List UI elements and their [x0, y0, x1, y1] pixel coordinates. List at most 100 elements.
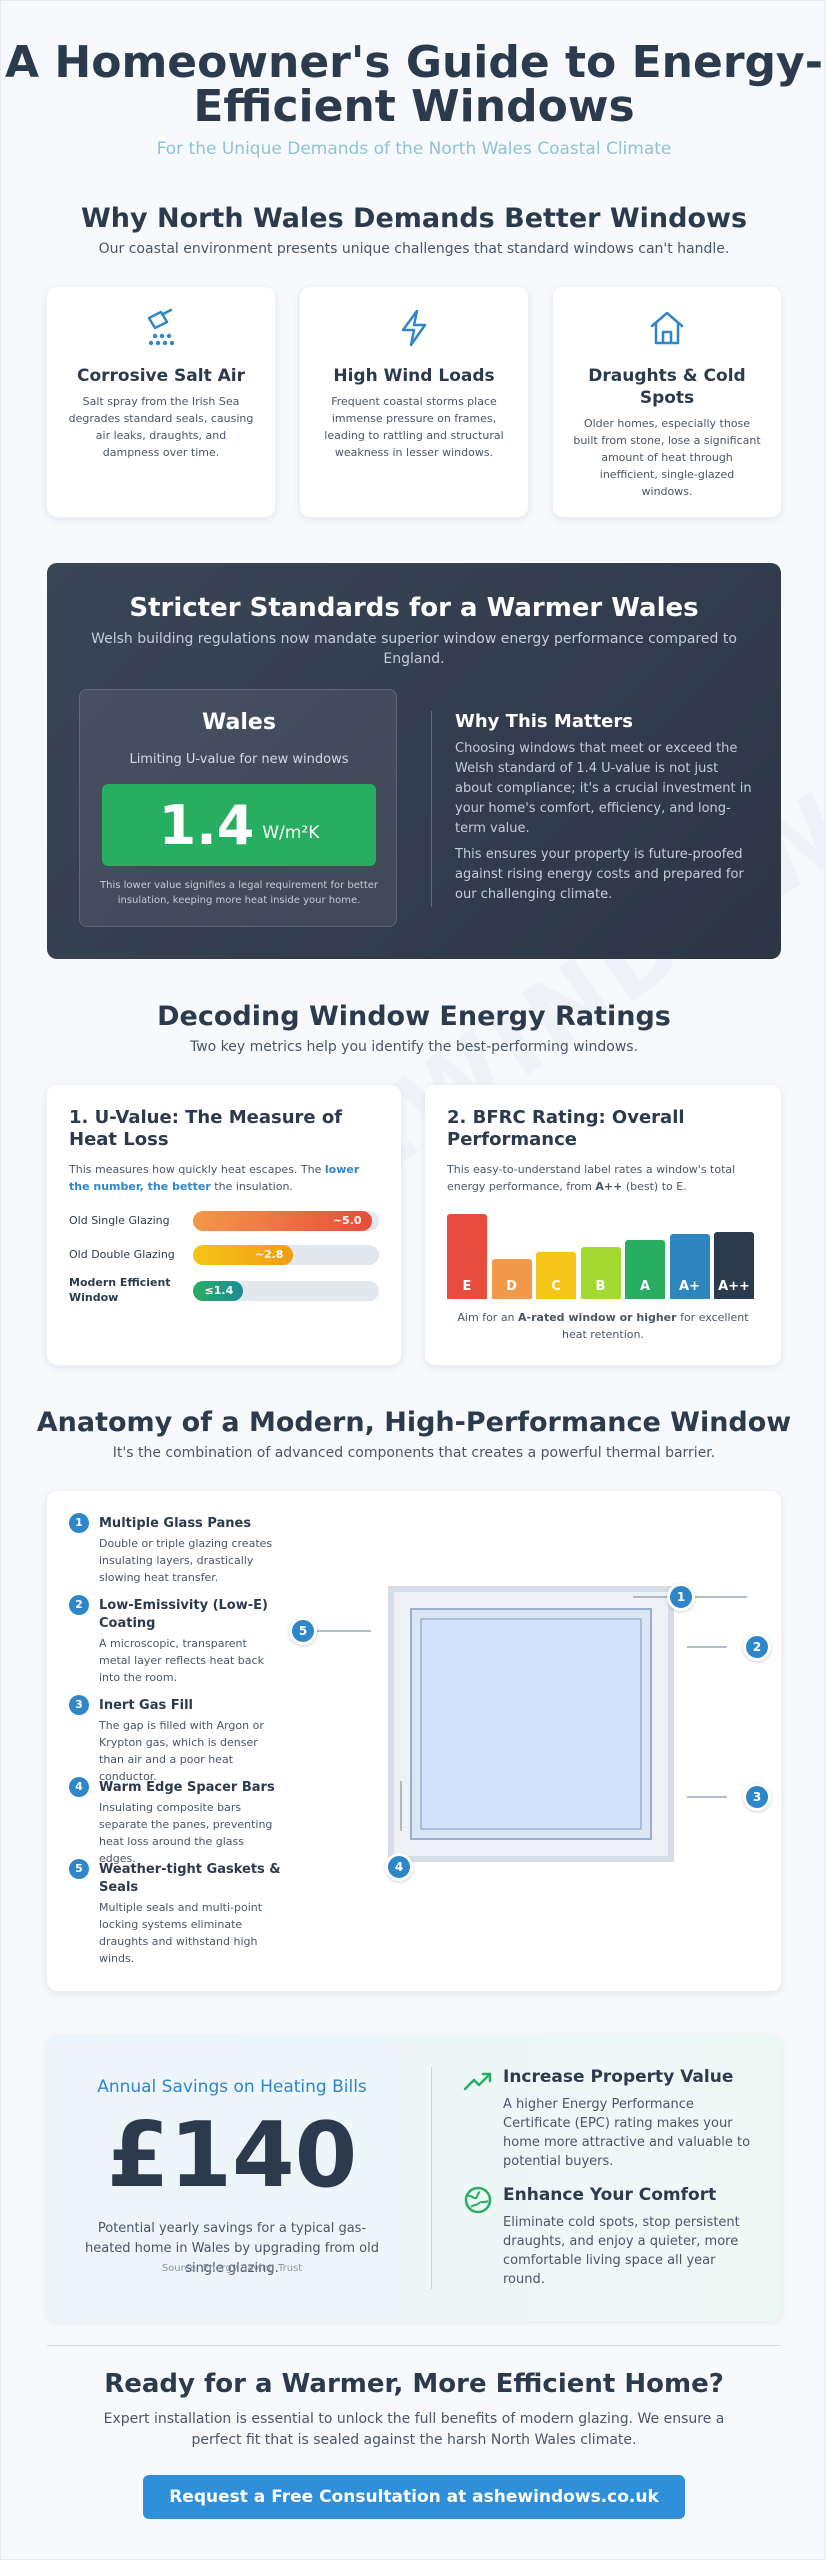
anatomy-item-title: Multiple Glass Panes	[99, 1516, 252, 1531]
salt-spray-icon	[67, 305, 255, 351]
uvalue-unit: W/m²K	[262, 823, 320, 843]
benefit-text: A higher Energy Performance Certificate …	[503, 2097, 751, 2169]
callout-5: 5	[289, 1617, 317, 1645]
uvalue-card-desc: This measures how quickly heat escapes. …	[69, 1163, 360, 1193]
savings-label: Annual Savings on Heating Bills	[97, 2077, 367, 2097]
anatomy-number: 4	[69, 1777, 89, 1797]
uvalue-number: 1.4	[158, 793, 255, 857]
bfrc-bar-d: D	[491, 1258, 532, 1299]
ratings-section-title: Decoding Window Energy Ratings	[157, 1001, 671, 1032]
wales-note: This lower value signifies a legal requi…	[100, 880, 379, 906]
feature-card-draughts: Draughts & Cold Spots Older homes, espec…	[553, 287, 781, 517]
anatomy-number: 3	[69, 1695, 89, 1715]
savings-source: Source: Energy Saving Trust	[161, 2263, 303, 2274]
benefit-title: Enhance Your Comfort	[503, 2185, 717, 2205]
uvalue-bar-track: ≤1.4	[193, 1281, 379, 1301]
bfrc-card-desc: This easy-to-understand label rates a wi…	[447, 1163, 736, 1193]
standards-title: Stricter Standards for a Warmer Wales	[129, 593, 699, 623]
anatomy-number: 2	[69, 1595, 89, 1615]
trending-up-icon	[463, 2067, 493, 2097]
feature-card-wind: High Wind Loads Frequent coastal storms …	[300, 287, 528, 517]
page-title: A Homeowner's Guide to Energy-Efficient …	[5, 37, 823, 132]
anatomy-card: 1 Multiple Glass Panes Double or triple …	[47, 1491, 781, 1991]
anatomy-item-text: Multiple seals and multi-point locking s…	[99, 1901, 263, 1965]
anatomy-item-text: A microscopic, transparent metal layer r…	[99, 1637, 264, 1684]
bfrc-bar-a: A	[625, 1239, 665, 1299]
divider	[47, 2345, 781, 2346]
uvalue-bar-row: Old Double Glazing ~2.8	[69, 1243, 379, 1267]
wales-title: Wales	[202, 710, 276, 735]
anatomy-item-title: Warm Edge Spacer Bars	[99, 1780, 275, 1795]
benefit-property-value: Increase Property Value A higher Energy …	[463, 2067, 753, 2169]
uvalue-bar-track: ~2.8	[193, 1245, 379, 1265]
uvalue-bar-row: Old Single Glazing ~5.0	[69, 1209, 379, 1233]
feature-text: Older homes, especially those built from…	[573, 417, 761, 498]
why-section-title: Why North Wales Demands Better Windows	[80, 203, 748, 234]
divider	[431, 2067, 432, 2289]
bfrc-bar-c: C	[536, 1252, 576, 1299]
divider	[431, 711, 432, 907]
uvalue-bar-fill: ~5.0	[193, 1211, 372, 1231]
why-matters-text: Choosing windows that meet or exceed the…	[455, 741, 752, 836]
page-subtitle: For the Unique Demands of the North Wale…	[156, 139, 672, 159]
benefit-comfort: Enhance Your Comfort Eliminate cold spot…	[463, 2185, 753, 2287]
anatomy-item-text: Insulating composite bars separate the p…	[99, 1801, 273, 1865]
why-section-subtitle: Our coastal environment presents unique …	[98, 241, 730, 257]
bfrc-note: Aim for an A-rated window or higher for …	[457, 1311, 749, 1341]
bfrc-bar-e: E	[447, 1213, 487, 1299]
bfrc-bar-b: B	[580, 1246, 621, 1299]
callout-4: 4	[385, 1853, 413, 1881]
anatomy-section-title: Anatomy of a Modern, High-Performance Wi…	[36, 1407, 792, 1438]
savings-amount: £140	[106, 2103, 358, 2208]
benefit-text: Eliminate cold spots, stop persistent dr…	[503, 2215, 740, 2287]
feature-card-salt-air: Corrosive Salt Air Salt spray from the I…	[47, 287, 275, 517]
consultation-button[interactable]: Request a Free Consultation at ashewindo…	[143, 2475, 685, 2519]
anatomy-item-title: Inert Gas Fill	[99, 1698, 194, 1713]
callout-3: 3	[743, 1783, 771, 1811]
cta-text: Expert installation is essential to unlo…	[103, 2411, 725, 2448]
standards-subtitle: Welsh building regulations now mandate s…	[91, 631, 737, 667]
callout-2: 2	[743, 1633, 771, 1661]
savings-panel: Annual Savings on Heating Bills £140 Pot…	[47, 2035, 781, 2321]
anatomy-number: 1	[69, 1513, 89, 1533]
callout-1: 1	[667, 1583, 695, 1611]
uvalue-bar-fill: ~2.8	[193, 1245, 294, 1265]
lightning-icon	[320, 305, 508, 351]
globe-icon	[463, 2185, 493, 2215]
cta-title: Ready for a Warmer, More Efficient Home?	[104, 2369, 724, 2399]
feature-title: Corrosive Salt Air	[76, 366, 246, 386]
anatomy-item-title: Weather-tight Gaskets & Seals	[99, 1862, 281, 1895]
bfrc-card: 2. BFRC Rating: Overall Performance This…	[425, 1085, 781, 1365]
uvalue-card-title: 1. U-Value: The Measure of Heat Loss	[69, 1107, 343, 1150]
anatomy-item-text: Double or triple glazing creates insulat…	[99, 1537, 273, 1584]
uvalue-bar-label: Old Double Glazing	[69, 1248, 175, 1261]
benefit-title: Increase Property Value	[503, 2067, 734, 2087]
anatomy-number: 5	[69, 1859, 89, 1879]
why-matters-text-2: This ensures your property is future-pro…	[455, 847, 744, 902]
feature-text: Salt spray from the Irish Sea degrades s…	[68, 395, 254, 459]
anatomy-section-subtitle: It's the combination of advanced compone…	[112, 1445, 716, 1461]
feature-title: Draughts & Cold Spots	[588, 366, 746, 408]
uvalue-bar-row: Modern Efficient Window ≤1.4	[69, 1276, 379, 1304]
why-matters-title: Why This Matters	[455, 711, 633, 732]
feature-title: High Wind Loads	[333, 366, 495, 386]
bfrc-bar-aplus: A+	[669, 1234, 710, 1299]
anatomy-item-text: The gap is filled with Argon or Krypton …	[99, 1719, 264, 1783]
standards-panel: Stricter Standards for a Warmer Wales We…	[47, 563, 781, 959]
bfrc-rating-bars: E D C B A A+ A++	[447, 1209, 759, 1299]
savings-description: Potential yearly savings for a typical g…	[85, 2221, 379, 2276]
house-icon	[573, 305, 761, 351]
ratings-section-subtitle: Two key metrics help you identify the be…	[189, 1039, 639, 1055]
bfrc-card-title: 2. BFRC Rating: Overall Performance	[447, 1107, 685, 1150]
uvalue-bar-label: Modern Efficient Window	[69, 1276, 171, 1304]
anatomy-item-title: Low-Emissivity (Low-E) Coating	[99, 1598, 268, 1631]
window-diagram	[305, 1586, 747, 1862]
uvalue-card: 1. U-Value: The Measure of Heat Loss Thi…	[47, 1085, 401, 1365]
uvalue-badge: 1.4 W/m²K	[102, 784, 376, 866]
wales-uvalue-box: Wales Limiting U-value for new windows 1…	[79, 689, 397, 927]
uvalue-bar-fill: ≤1.4	[193, 1281, 244, 1301]
uvalue-bar-track: ~5.0	[193, 1211, 379, 1231]
feature-text: Frequent coastal storms place immense pr…	[324, 395, 504, 459]
wales-label: Limiting U-value for new windows	[129, 752, 349, 767]
